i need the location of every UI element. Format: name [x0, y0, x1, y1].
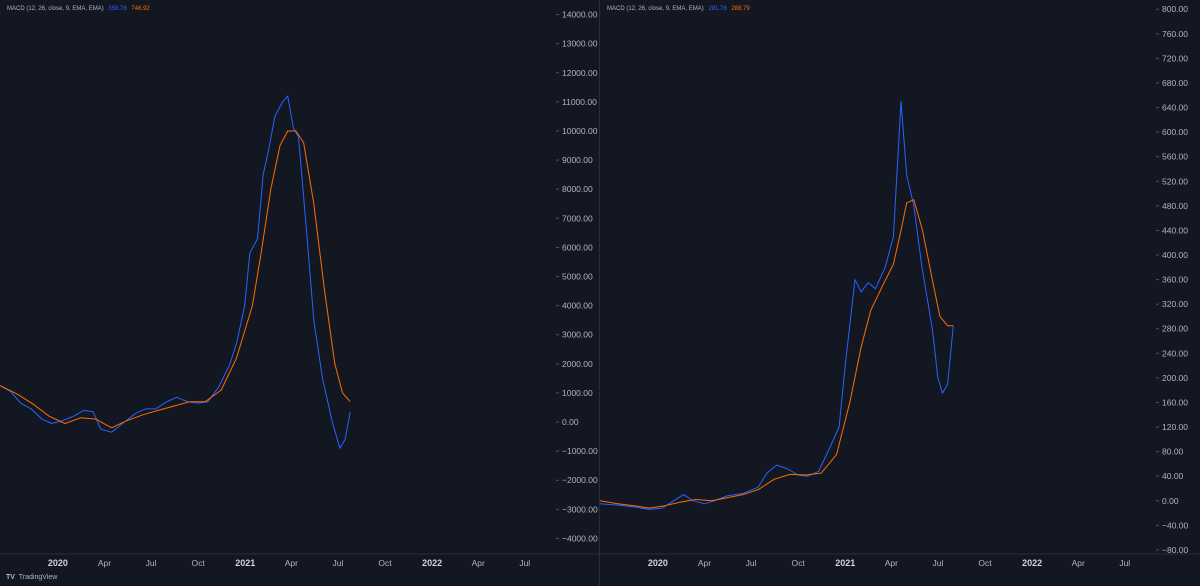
right-y-tick-label: 720.00 — [1162, 53, 1188, 63]
right-x-tick-label: 2021 — [835, 558, 855, 568]
right-y-tick-label: 600.00 — [1162, 127, 1188, 137]
left-x-tick-label: Apr — [98, 558, 111, 568]
right-macd-chart[interactable]: 800.00 760.00 720.00 680.00 640.00 600.00 560.… — [600, 0, 1200, 586]
left-y-tick-label: 10000.00 — [562, 126, 598, 136]
right-y-tick-label: 480.00 — [1162, 201, 1188, 211]
left-x-tick-label: Jul — [146, 558, 157, 568]
right-y-tick-label: 240.00 — [1162, 348, 1188, 358]
right-y-tick-label: 160.00 — [1162, 397, 1188, 407]
right-signal-line — [600, 199, 954, 509]
right-y-tick-label: −80.00 — [1162, 545, 1189, 555]
left-y-tick-label: 13000.00 — [562, 39, 598, 49]
right-y-tick-label: 40.00 — [1162, 471, 1184, 481]
right-indicator-label: MACD (12, 26, close, 9, EMA, EMA) — [607, 6, 704, 12]
left-y-tick-label: 3000.00 — [562, 330, 593, 340]
left-x-tick-label: Jul — [519, 558, 530, 568]
left-x-tick-label: Apr — [472, 558, 485, 568]
right-macd-line — [600, 100, 954, 510]
right-y-tick-label: 760.00 — [1162, 29, 1188, 39]
right-y-tick-label: 360.00 — [1162, 275, 1188, 285]
left-macd-value: 358.76 — [108, 6, 127, 12]
left-x-tick-label: Oct — [192, 558, 206, 568]
left-indicator-label: MACD (12, 26, close, 9, EMA, EMA) — [7, 6, 104, 12]
left-y-tick-label: 1000.00 — [562, 388, 593, 398]
left-y-tick-label: 9000.00 — [562, 155, 593, 165]
left-signal-line — [0, 130, 351, 429]
right-x-tick-label: Jul — [746, 558, 757, 568]
right-y-tick-label: 280.00 — [1162, 324, 1188, 334]
left-macd-chart[interactable]: 14000.00 13000.00 12000.00 11000.00 10000.00… — [0, 0, 600, 586]
left-y-tick-label: 11000.00 — [562, 97, 597, 107]
right-y-tick-label: 640.00 — [1162, 103, 1188, 113]
right-x-tick-label: Oct — [792, 558, 806, 568]
left-chart-pane[interactable]: 14000.00 13000.00 12000.00 11000.00 10000.00… — [0, 0, 600, 586]
left-x-tick-label: Apr — [285, 558, 298, 568]
right-x-tick-label: Apr — [885, 558, 898, 568]
right-y-tick-label: 400.00 — [1162, 250, 1188, 260]
left-y-tick-label: 5000.00 — [562, 272, 593, 282]
left-signal-value: 746.92 — [131, 6, 150, 12]
right-y-tick-label: 120.00 — [1162, 422, 1188, 432]
left-y-tick-label: −3000.00 — [562, 504, 598, 514]
left-y-tick-label: 4000.00 — [562, 301, 593, 311]
left-macd-line — [0, 95, 351, 449]
tradingview-brand[interactable]: TV TradingView — [6, 574, 57, 581]
left-y-tick-label: 2000.00 — [562, 359, 593, 369]
right-x-tick-label: Oct — [978, 558, 992, 568]
left-x-tick-label: 2020 — [48, 558, 68, 568]
left-y-tick-label: 8000.00 — [562, 184, 593, 194]
left-indicator-legend: MACD (12, 26, close, 9, EMA, EMA) 358.76… — [7, 6, 150, 12]
right-y-tick-label: 800.00 — [1162, 4, 1188, 14]
left-x-tick-label: 2022 — [422, 558, 442, 568]
right-indicator-legend: MACD (12, 26, close, 9, EMA, EMA) 281.76… — [607, 6, 750, 12]
right-y-tick-label: 80.00 — [1162, 447, 1184, 457]
right-x-tick-label: Apr — [1072, 558, 1085, 568]
left-y-tick-label: −1000.00 — [562, 446, 598, 456]
right-y-tick-label: 520.00 — [1162, 176, 1188, 186]
right-y-tick-label: 320.00 — [1162, 299, 1188, 309]
left-y-tick-label: 12000.00 — [562, 68, 598, 78]
left-y-tick-label: 14000.00 — [562, 10, 598, 20]
right-y-tick-label: 560.00 — [1162, 152, 1188, 162]
right-x-tick-label: Jul — [1119, 558, 1130, 568]
right-macd-value: 281.76 — [708, 6, 727, 12]
right-y-tick-label: −40.00 — [1162, 520, 1189, 530]
left-y-tick-label: −2000.00 — [562, 475, 598, 485]
left-y-tick-label: 0.00 — [562, 417, 579, 427]
right-chart-pane[interactable]: 800.00 760.00 720.00 680.00 640.00 600.00 560.… — [600, 0, 1200, 586]
right-y-tick-label: 440.00 — [1162, 225, 1188, 235]
right-signal-value: 288.79 — [731, 6, 750, 12]
left-y-tick-label: 7000.00 — [562, 213, 593, 223]
tradingview-logo-icon: TV — [6, 574, 15, 581]
right-x-tick-label: 2020 — [648, 558, 668, 568]
right-x-tick-label: 2022 — [1022, 558, 1042, 568]
left-y-tick-label: −4000.00 — [562, 533, 598, 543]
right-x-tick-label: Apr — [698, 558, 711, 568]
left-x-tick-label: Oct — [378, 558, 392, 568]
left-x-tick-label: 2021 — [235, 558, 255, 568]
right-y-tick-label: 0.00 — [1162, 496, 1179, 506]
tradingview-brand-name: TradingView — [18, 574, 58, 581]
left-y-tick-label: 6000.00 — [562, 242, 593, 252]
right-y-tick-label: 200.00 — [1162, 373, 1188, 383]
right-x-tick-label: Jul — [932, 558, 943, 568]
right-y-tick-label: 680.00 — [1162, 78, 1188, 88]
left-x-tick-label: Jul — [332, 558, 343, 568]
